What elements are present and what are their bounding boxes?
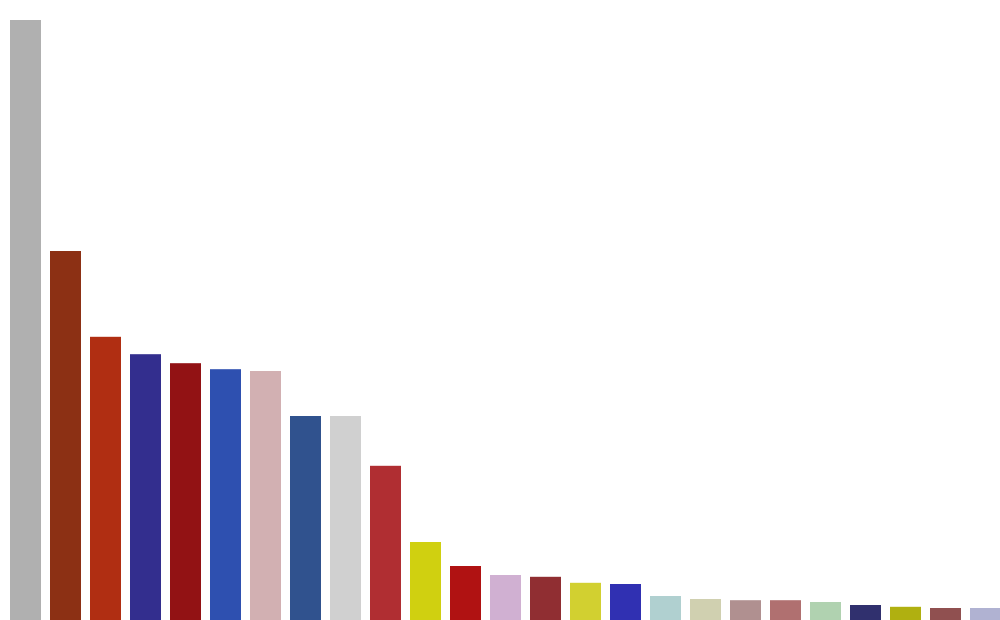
bar-13 [490,575,521,620]
bar-3 [90,336,121,620]
bar-15 [570,582,601,620]
bar-16 [610,584,641,620]
bar-7 [250,371,281,620]
bar-17 [650,596,681,620]
bar-10 [370,465,401,620]
bar-18 [690,599,721,620]
bar-9 [330,416,361,620]
bar-14 [530,576,561,620]
bar-22 [850,605,881,620]
bar-25 [970,608,1000,620]
bar-21 [810,602,841,620]
bar-5 [170,363,201,620]
bar-1 [10,20,41,620]
bar-11 [410,542,441,620]
bar-8 [290,416,321,620]
bar-19 [730,600,761,620]
bar-23 [890,606,921,620]
bar-4 [130,354,161,620]
bar-24 [930,608,961,620]
bars-group [10,20,1000,620]
bar-6 [210,369,241,620]
bar-12 [450,566,481,620]
bar-2 [50,251,81,620]
bar-20 [770,600,801,620]
